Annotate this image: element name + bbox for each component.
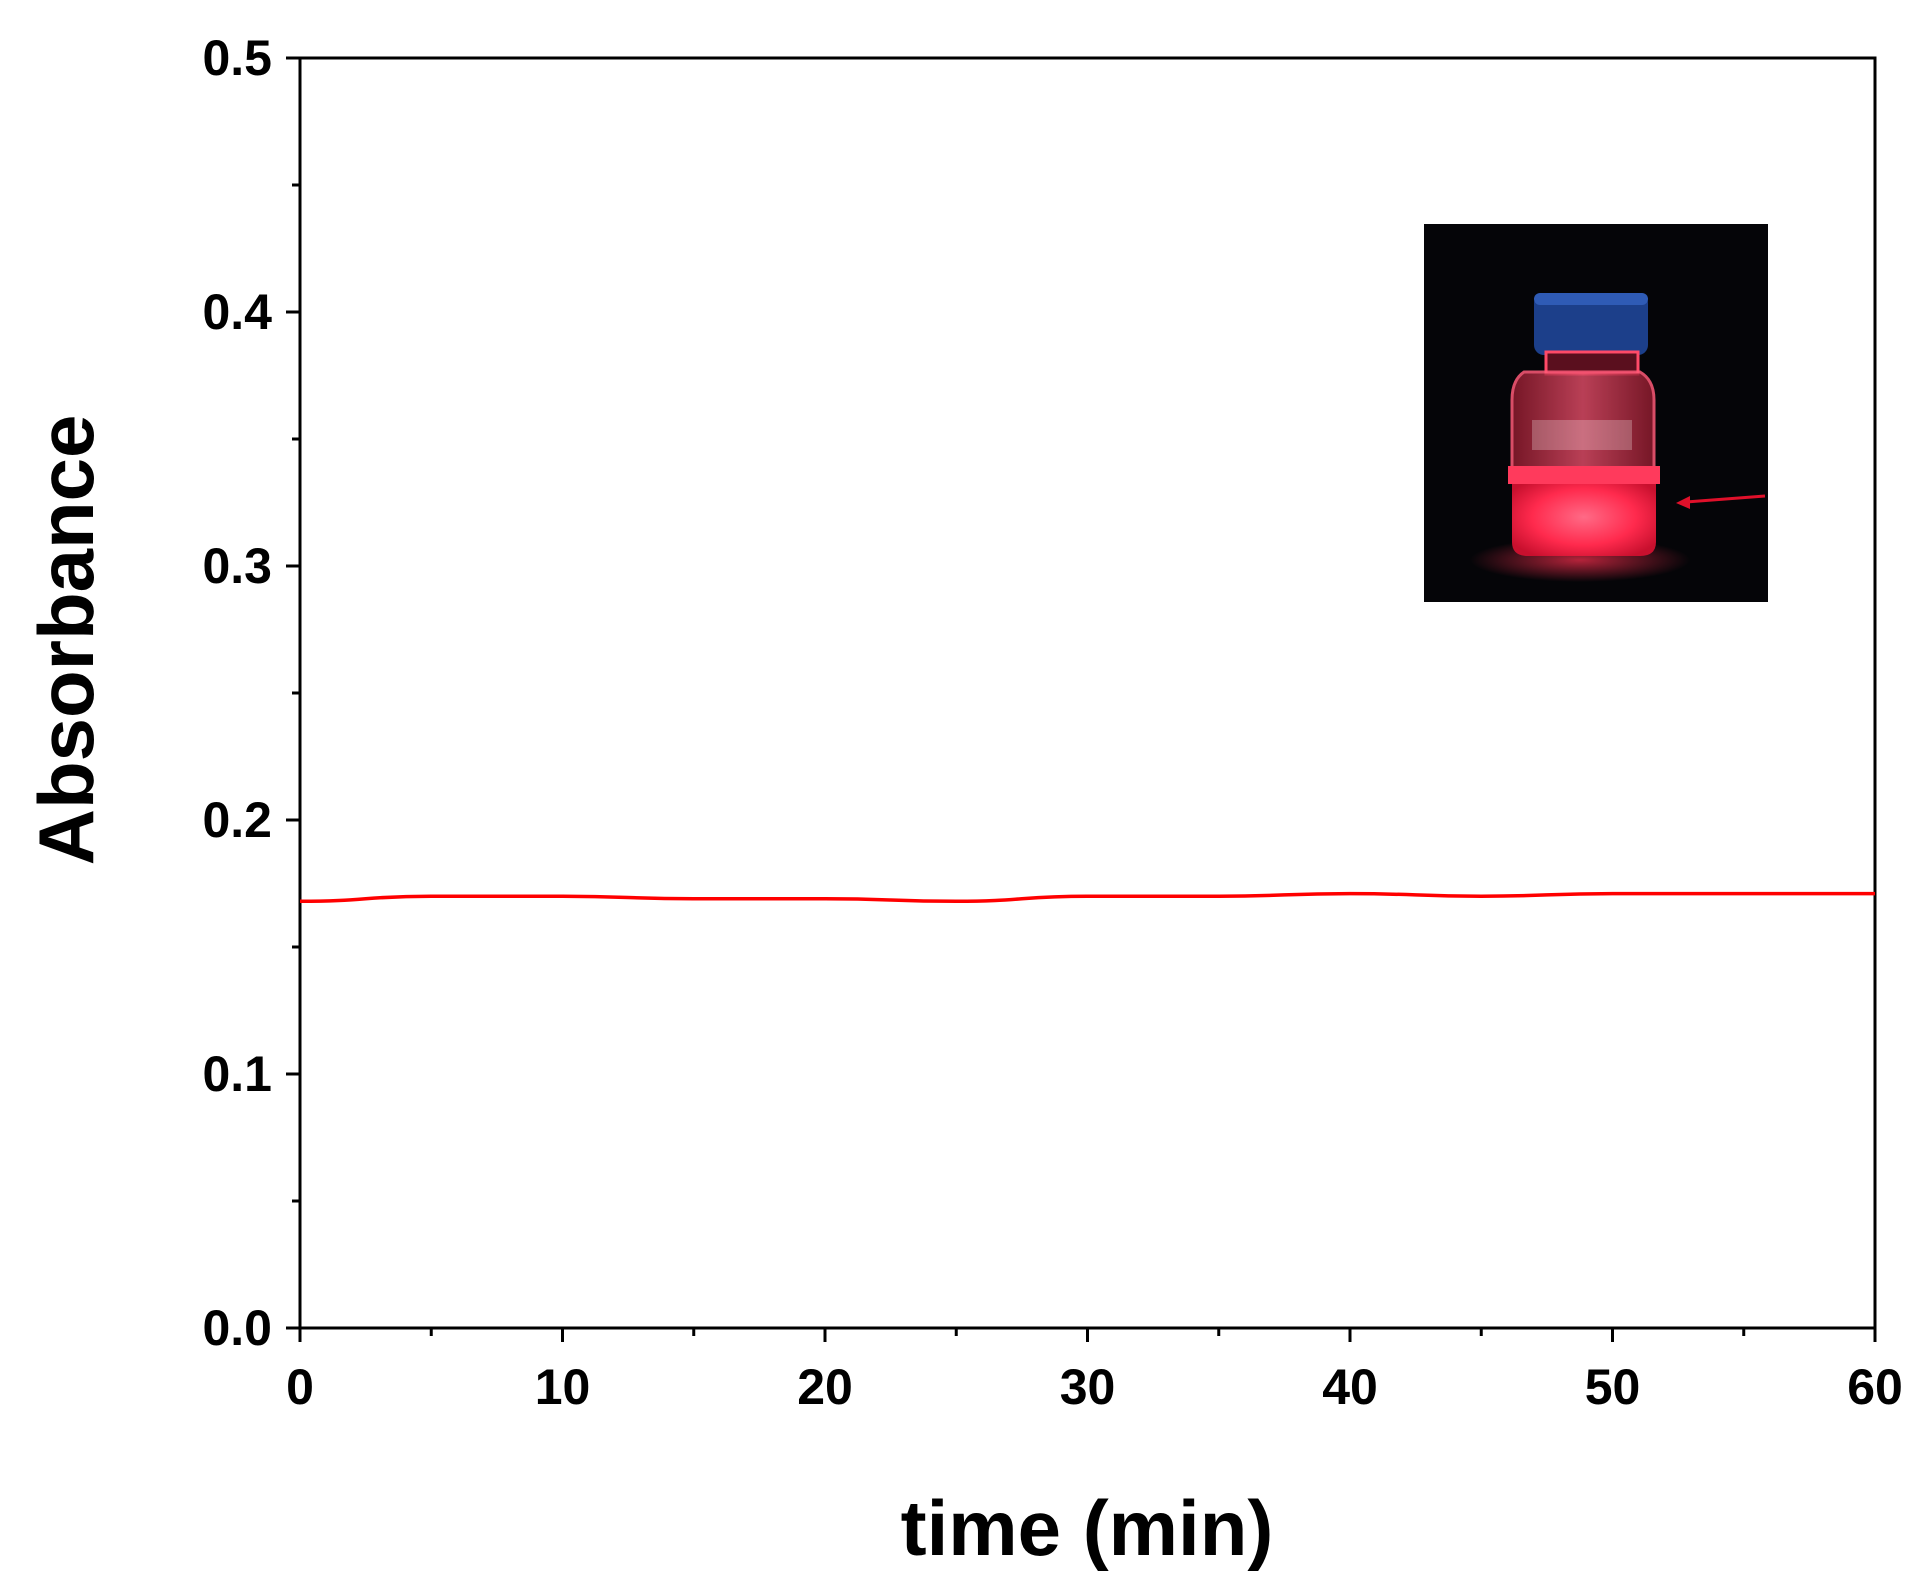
x-tick-label: 60 (1847, 1359, 1903, 1415)
x-tick-label: 10 (535, 1359, 591, 1415)
x-tick-label: 30 (1060, 1359, 1116, 1415)
x-tick-label: 50 (1585, 1359, 1641, 1415)
y-tick-label: 0.2 (202, 792, 272, 848)
arrow-left-icon (1676, 494, 1766, 509)
y-tick-label: 0.3 (202, 538, 272, 594)
y-tick-label: 0.4 (202, 284, 272, 340)
inset-photo (1424, 224, 1768, 602)
y-axis-title: Absorbance (22, 415, 110, 866)
y-tick-label: 0.1 (202, 1046, 272, 1102)
x-tick-label: 20 (797, 1359, 853, 1415)
y-tick-label: 0.5 (202, 30, 272, 86)
x-axis-tick-labels: 0 10 20 30 40 50 60 (286, 1359, 1903, 1415)
y-tick-label: 0.0 (202, 1300, 272, 1356)
x-tick-label: 40 (1322, 1359, 1378, 1415)
x-axis-ticks (298, 1328, 1877, 1342)
series-line (299, 891, 1875, 904)
y-axis-tick-labels: 0.0 0.1 0.2 0.3 0.4 0.5 (202, 30, 272, 1356)
x-axis-title: time (min) (901, 1484, 1274, 1572)
photo-of-glowing-red-vial-icon (1508, 293, 1660, 556)
y-axis-ticks (286, 56, 300, 1330)
x-tick-label: 0 (286, 1359, 314, 1415)
